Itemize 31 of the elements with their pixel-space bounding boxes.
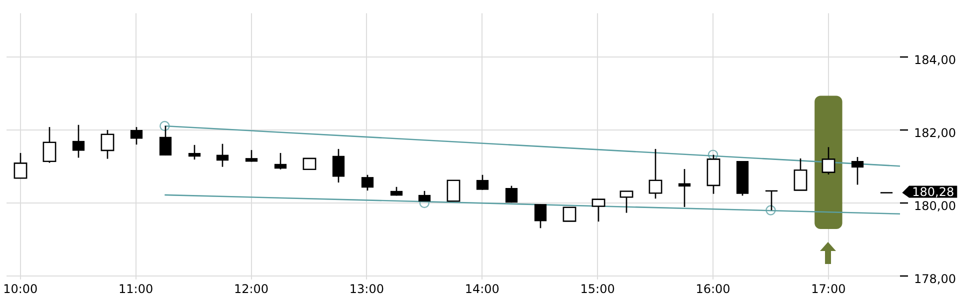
x-tick-label: 14:00 [464,282,500,296]
candlestick [505,185,518,204]
candlestick [188,144,201,160]
candlestick [72,124,85,158]
candlestick [534,203,547,229]
candlestick [446,180,460,202]
x-tick-label: 13:00 [349,282,384,296]
candlestick [476,174,489,190]
candlestick [130,126,143,146]
x-tick-label: 12:00 [234,282,269,296]
y-tick-label: 180,00 [914,199,956,214]
point [160,120,170,132]
candlestick [302,158,316,170]
y-tick-label: 182,00 [914,126,956,140]
candlestick [361,174,374,192]
point [766,205,776,216]
y-tick-label: 184,00 [914,53,956,68]
candlestick [332,148,345,184]
annotation: 180,28 [912,184,954,199]
candlestick [274,152,287,170]
point [708,150,718,160]
candlestick [562,206,576,222]
candlestick [678,168,691,208]
x-tick-label: 10:00 [3,282,38,296]
candlestick [851,156,864,186]
x-tick-label: 15:00 [580,282,615,296]
x-tick-label: 17:00 [811,282,846,296]
candlestick [216,143,229,168]
x-tick-label: 16:00 [696,282,730,296]
x-tick-label: 11:00 [118,282,154,296]
y-tick-label: 178,00 [914,272,956,286]
